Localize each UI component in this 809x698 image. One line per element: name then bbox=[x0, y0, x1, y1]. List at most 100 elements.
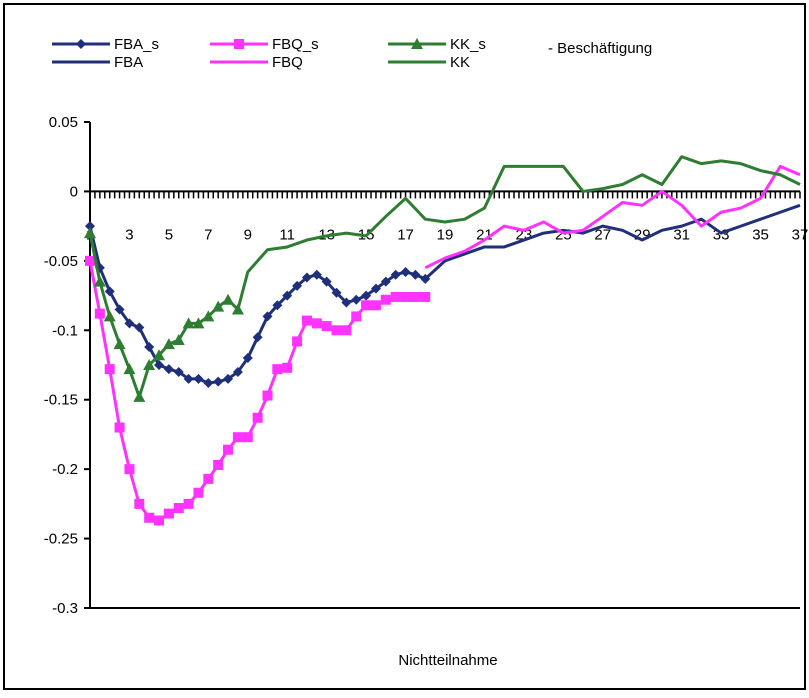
data-point-triangle bbox=[133, 390, 146, 402]
data-point-diamond bbox=[104, 286, 115, 297]
legend-label: FBA_s bbox=[114, 36, 159, 53]
y-tick-label: -0.05 bbox=[44, 253, 78, 270]
data-point-square bbox=[193, 487, 204, 498]
y-tick-label: 0 bbox=[70, 183, 78, 200]
data-point-square bbox=[154, 515, 165, 526]
data-point-square bbox=[380, 294, 391, 305]
data-point-square bbox=[400, 291, 411, 302]
series-fbq-s bbox=[85, 255, 431, 526]
legend-label: FBA bbox=[114, 54, 143, 71]
data-point-square bbox=[94, 308, 105, 319]
data-point-diamond bbox=[203, 378, 214, 389]
data-point-diamond bbox=[173, 366, 184, 377]
x-tick-label: 17 bbox=[397, 226, 414, 243]
data-point-diamond bbox=[390, 269, 401, 280]
legend-entry: KK bbox=[388, 54, 470, 71]
series-fba bbox=[424, 203, 801, 281]
data-point-square bbox=[282, 362, 293, 373]
data-point-square bbox=[124, 464, 135, 475]
x-tick-label: 37 bbox=[792, 226, 809, 243]
data-point-square bbox=[104, 364, 115, 375]
data-point-square bbox=[252, 412, 263, 423]
data-point-diamond bbox=[193, 373, 204, 384]
legend: FBA_s FBQ_s KK_s FBA FBQ KK - Beschäftigung bbox=[52, 36, 652, 71]
x-tick-label: 5 bbox=[165, 226, 173, 243]
series-line bbox=[424, 164, 801, 270]
legend-entry: KK_s bbox=[388, 36, 486, 53]
data-point-diamond bbox=[380, 276, 391, 287]
data-point-diamond bbox=[341, 297, 352, 308]
data-point-diamond bbox=[331, 287, 342, 298]
data-point-triangle bbox=[202, 310, 215, 322]
data-point-triangle bbox=[162, 338, 175, 350]
x-tick-label: 31 bbox=[673, 226, 690, 243]
data-point-diamond bbox=[232, 366, 243, 377]
series-fba-s bbox=[85, 221, 431, 389]
x-tick-label: 27 bbox=[594, 226, 611, 243]
data-point-diamond bbox=[85, 221, 95, 232]
legend-entry: FBQ_s bbox=[210, 36, 319, 53]
data-point-triangle bbox=[172, 334, 185, 346]
series-fbq bbox=[424, 164, 801, 270]
x-tick-label: 3 bbox=[125, 226, 133, 243]
data-point-triangle bbox=[113, 338, 126, 350]
y-tick-label: -0.3 bbox=[52, 600, 78, 617]
data-point-square bbox=[203, 473, 214, 484]
data-point-square bbox=[114, 422, 125, 433]
data-point-square bbox=[134, 498, 145, 509]
series-line bbox=[236, 155, 801, 310]
data-point-triangle bbox=[192, 317, 205, 329]
data-point-square bbox=[242, 432, 253, 443]
data-point-diamond bbox=[134, 322, 145, 333]
series-line bbox=[424, 203, 801, 281]
data-point-diamond bbox=[282, 290, 293, 301]
data-point-square bbox=[311, 318, 322, 329]
data-point-square bbox=[85, 255, 95, 266]
data-point-diamond bbox=[410, 269, 421, 280]
legend-label: FBQ_s bbox=[272, 36, 319, 53]
data-point-diamond bbox=[183, 373, 194, 384]
plot-area: 0.050-0.05-0.1-0.15-0.2-0.25-0.313579111… bbox=[44, 114, 809, 617]
data-point-diamond bbox=[223, 373, 234, 384]
data-point-diamond bbox=[252, 332, 263, 343]
x-tick-label: 21 bbox=[476, 226, 493, 243]
data-point-diamond bbox=[321, 276, 332, 287]
data-point-diamond bbox=[400, 266, 411, 277]
legend-entry: - Beschäftigung bbox=[548, 40, 652, 57]
data-point-square bbox=[173, 503, 184, 514]
data-point-diamond bbox=[272, 300, 283, 311]
x-tick-label: 9 bbox=[244, 226, 252, 243]
data-point-diamond bbox=[154, 360, 165, 370]
legend-entry: FBQ bbox=[210, 54, 303, 71]
data-point-square bbox=[361, 300, 372, 311]
data-point-square bbox=[232, 432, 243, 443]
data-point-square bbox=[272, 364, 283, 375]
legend-entry: FBA bbox=[52, 54, 143, 71]
data-point-diamond bbox=[144, 341, 155, 352]
y-tick-label: -0.15 bbox=[44, 392, 78, 409]
y-tick-label: -0.1 bbox=[52, 322, 78, 339]
x-tick-label: 19 bbox=[437, 226, 454, 243]
data-point-triangle bbox=[84, 227, 96, 239]
data-point-square bbox=[410, 291, 421, 302]
data-point-diamond bbox=[163, 364, 174, 375]
data-point-triangle bbox=[222, 293, 235, 305]
data-point-diamond bbox=[370, 283, 381, 294]
data-point-square bbox=[144, 512, 155, 523]
chart-frame bbox=[3, 3, 806, 690]
data-point-diamond bbox=[114, 304, 125, 315]
legend-entry: FBA_s bbox=[52, 36, 159, 53]
data-point-square bbox=[390, 291, 401, 302]
data-point-diamond bbox=[311, 269, 322, 280]
data-point-square bbox=[234, 39, 244, 49]
data-point-square bbox=[351, 311, 362, 322]
data-point-square bbox=[213, 459, 224, 470]
data-point-diamond bbox=[292, 280, 303, 291]
data-point-triangle bbox=[182, 317, 195, 329]
data-point-diamond bbox=[76, 39, 86, 49]
data-point-triangle bbox=[93, 275, 106, 287]
data-point-square bbox=[420, 291, 431, 302]
legend-label: - Beschäftigung bbox=[548, 40, 652, 57]
